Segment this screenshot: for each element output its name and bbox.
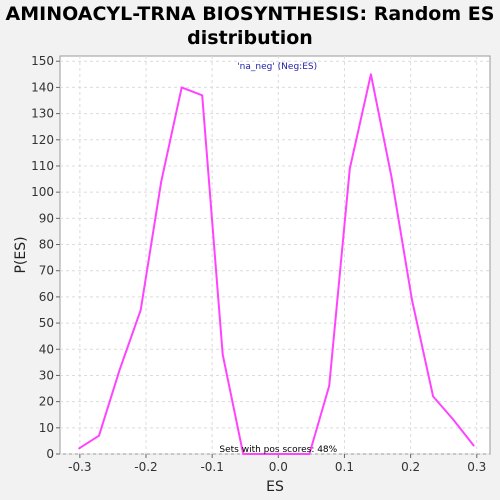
y-tick-label: 90 xyxy=(39,211,54,225)
y-tick-label: 0 xyxy=(46,447,54,461)
legend-entry: 'na_neg' (Neg:ES) xyxy=(237,62,317,72)
y-tick-label: 60 xyxy=(39,290,54,304)
y-tick-label: 100 xyxy=(31,185,54,199)
x-tick-label: 0.2 xyxy=(401,460,420,474)
x-tick-label: -0.3 xyxy=(68,460,91,474)
annotation-pos-scores: Sets with pos scores: 48% xyxy=(219,445,337,455)
x-tick-label: 0.3 xyxy=(467,460,486,474)
series-layer xyxy=(77,73,475,455)
axis-ticks: 0 10 20 30 40 50 60 70 80 90 100 110 120 130 140 150 -0.… xyxy=(31,54,486,474)
chart-title: AMINOACYL-TRNA BIOSYNTHESIS: Random ES d… xyxy=(5,3,495,49)
y-tick-label: 110 xyxy=(31,159,54,173)
x-tick-label: -0.1 xyxy=(200,460,223,474)
y-tick-label: 30 xyxy=(39,368,54,382)
y-tick-label: 140 xyxy=(31,80,54,94)
x-tick-label: 0.0 xyxy=(269,460,288,474)
y-tick-label: 120 xyxy=(31,133,54,147)
y-tick-label: 130 xyxy=(31,107,54,121)
y-tick-label: 10 xyxy=(39,421,54,435)
grid xyxy=(60,56,490,455)
y-tick-label: 40 xyxy=(39,342,54,356)
y-tick-label: 70 xyxy=(39,264,54,278)
x-tick-label: -0.2 xyxy=(134,460,157,474)
y-tick-label: 150 xyxy=(31,54,54,68)
x-tick-label: 0.1 xyxy=(335,460,354,474)
y-tick-label: 50 xyxy=(39,316,54,330)
y-tick-label: 80 xyxy=(39,238,54,252)
y-axis-title: P(ES) xyxy=(13,236,29,273)
plot-area xyxy=(59,55,491,455)
y-tick-label: 20 xyxy=(39,395,54,409)
x-axis-title: ES xyxy=(266,479,284,495)
series-line xyxy=(77,73,475,455)
